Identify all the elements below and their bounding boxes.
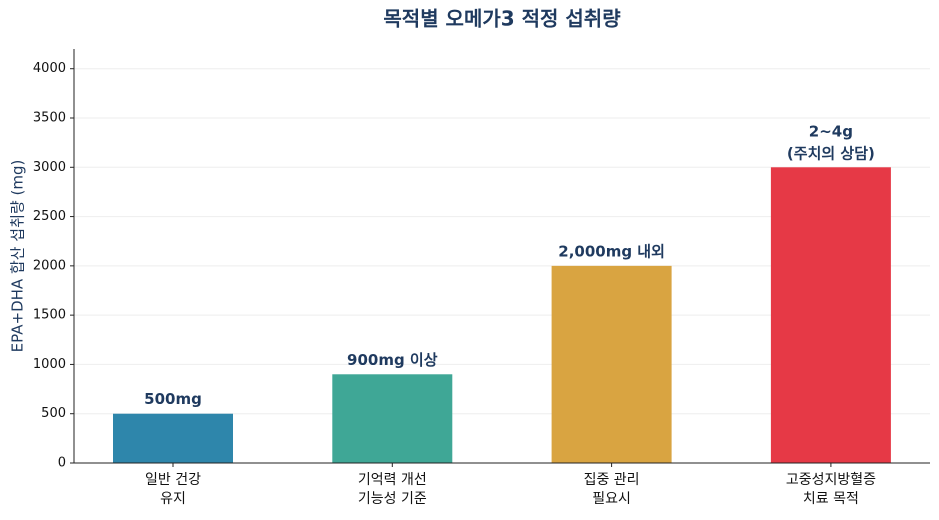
y-tick-label: 3000 [33, 160, 66, 175]
value-label: 2,000mg 내외 [558, 242, 665, 260]
value-label: 2~4g (주치의 상담) [787, 122, 875, 162]
bar [770, 167, 891, 464]
y-tick-label: 4000 [33, 61, 66, 76]
y-tick-label: 2000 [33, 258, 66, 273]
y-axis-label: EPA+DHA 합산 섭취량 (mg) [9, 160, 27, 353]
y-tick-label: 2500 [33, 209, 66, 224]
x-tick-label: 일반 건강 유지 [145, 472, 201, 507]
bar [113, 413, 233, 463]
x-tick-label: 집중 관리 필요시 [584, 472, 640, 507]
y-tick-label: 1000 [33, 357, 66, 372]
y-tick-label: 0 [58, 456, 66, 471]
y-tick-label: 3500 [33, 111, 66, 126]
y-tick-label: 500 [41, 406, 66, 421]
bar [332, 374, 453, 463]
value-label: 900mg 이상 [347, 351, 438, 369]
chart-title: 목적별 오메가3 적정 섭취량 [383, 7, 621, 31]
y-tick-label: 1500 [33, 308, 66, 323]
x-tick-label: 기억력 개선 기능성 기준 [358, 472, 427, 507]
value-label: 500mg [144, 390, 202, 408]
bar [551, 265, 672, 463]
x-tick-label: 고중성지방혈증 치료 목적 [786, 472, 876, 507]
